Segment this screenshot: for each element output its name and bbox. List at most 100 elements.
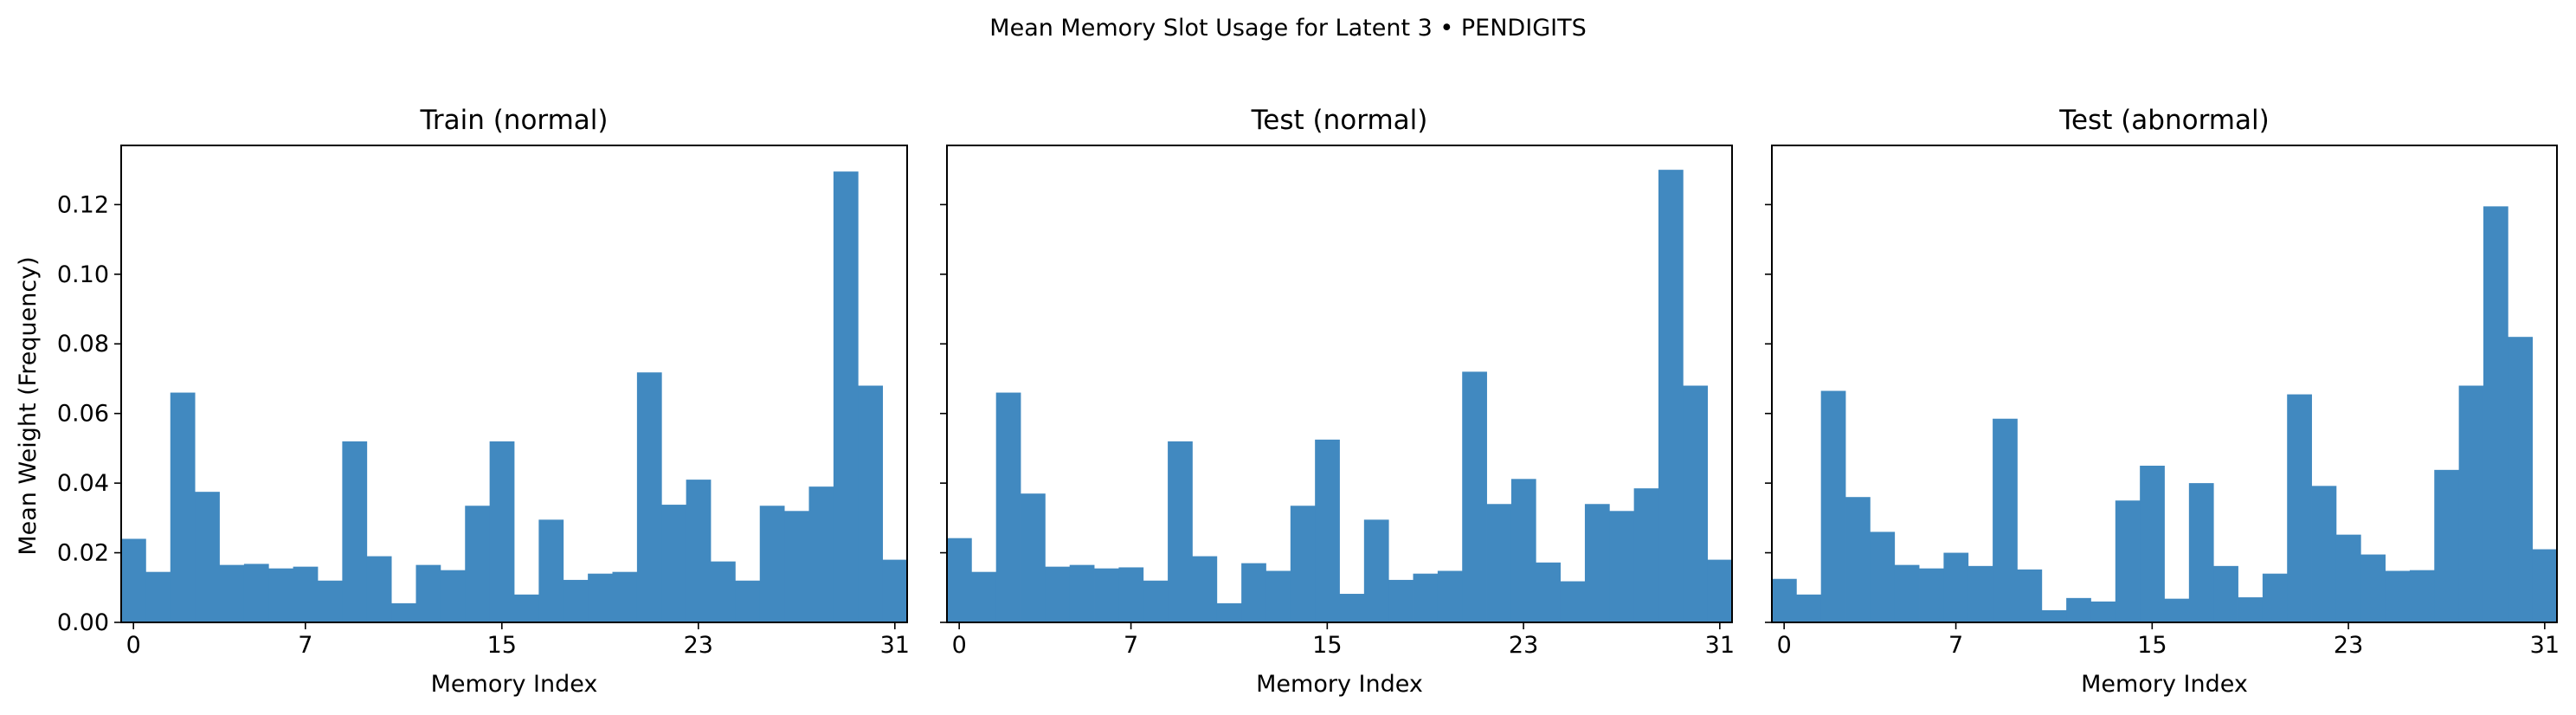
bar [366,556,392,622]
bar [1919,568,1944,622]
bar [1413,573,1439,622]
bar [1967,565,1993,622]
panel-title: Test (abnormal) [2058,105,2269,136]
bar [538,519,564,622]
x-axis-label: Memory Index [2081,671,2248,698]
bar [2434,469,2460,622]
bar [1069,564,1095,622]
bar [2115,500,2141,622]
bar [170,392,196,622]
bar [2238,597,2264,622]
x-tick-label: 7 [1948,632,1963,659]
panel-title: Test (normal) [1251,105,1428,136]
bar [971,571,997,622]
bar [2164,598,2190,622]
bar [612,571,638,622]
bar [2090,601,2116,622]
bar [2409,570,2435,622]
chart-panel-train-normal: Train (normal) 0 7 15 23 310.000.020.040.060… [15,105,910,698]
x-tick-label: 23 [1509,632,1538,659]
y-tick-label: 0.02 [57,540,109,567]
bar [342,441,368,622]
bar [195,492,220,622]
bar [995,392,1021,622]
plot-area: 0 7 15 23 31 [1765,145,2560,659]
y-tick-label: 0.06 [57,401,109,428]
bar [1216,602,1242,622]
bar [1796,594,1822,622]
bar [858,385,884,622]
bar [1943,552,1969,622]
bar [2066,597,2091,622]
bar [268,568,294,622]
x-tick-label: 0 [1777,632,1792,659]
bar [1658,170,1684,622]
x-tick-label: 31 [880,632,910,659]
bar [1870,531,1896,622]
bar [1241,563,1266,622]
bar [415,564,441,622]
bar [145,571,171,622]
bar [1993,418,2018,622]
bar [465,506,491,622]
bar [2532,549,2558,622]
x-tick-label: 15 [1312,632,1342,659]
y-tick-label: 0.12 [57,191,109,218]
bar [1094,568,1119,622]
bar [1584,504,1610,622]
x-tick-label: 31 [2530,632,2560,659]
bar [711,561,736,622]
bar [2335,534,2361,622]
bar [1021,493,1046,622]
bar [1315,439,1340,622]
bar [1363,519,1389,622]
bar [1845,497,1871,622]
bar [661,505,687,622]
plot-area: 0 7 15 23 31 [940,145,1735,659]
bar [1339,594,1365,622]
bar [2360,554,2386,622]
bar [735,580,761,622]
bar [2483,206,2508,622]
bar [1772,578,1797,622]
bar [808,486,834,622]
bar [2458,385,2484,622]
bar [514,594,539,622]
y-tick-label: 0.10 [57,261,109,288]
x-tick-label: 15 [2137,632,2167,659]
bar [1894,564,1920,622]
bar [2041,609,2067,622]
x-axis-label: Memory Index [1256,671,1423,698]
x-tick-label: 31 [1705,632,1735,659]
bar [2311,486,2337,622]
bar [588,573,613,622]
x-tick-label: 23 [684,632,713,659]
bar [121,538,146,622]
bar [1118,567,1144,622]
bar [759,506,785,622]
bar [1168,441,1193,622]
bar [1536,562,1561,622]
bar [784,511,809,622]
bar [2017,569,2043,622]
x-tick-label: 0 [952,632,967,659]
bar [1388,579,1414,622]
bar [1560,581,1586,622]
bar [2188,483,2214,622]
bar [1462,371,1487,622]
axes-frame [1771,145,2558,623]
chart-panel-test-normal: Test (normal) 0 7 15 23 31 Memory Index [940,105,1735,698]
bar [243,564,269,622]
bar [2385,570,2411,622]
bar [440,570,466,622]
bar [2508,337,2534,622]
axes-frame [120,145,908,623]
bar [563,579,589,622]
bar [293,566,319,622]
x-tick-label: 15 [487,632,517,659]
bar [1265,570,1291,622]
bar [1510,479,1536,622]
bar [1820,390,1846,622]
bar [1633,488,1659,622]
